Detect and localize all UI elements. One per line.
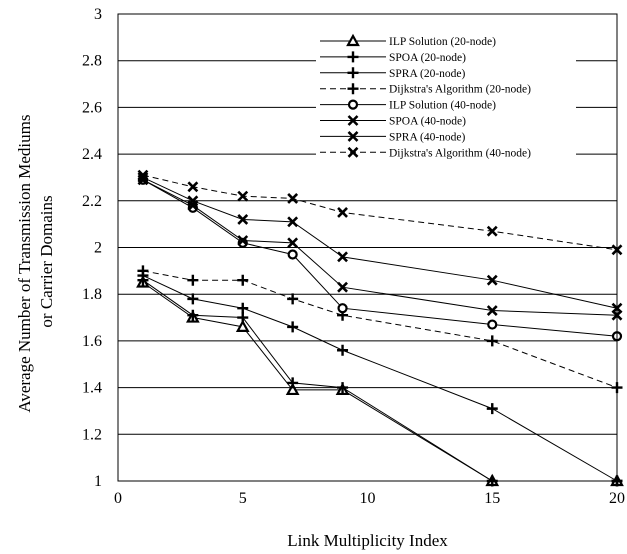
tick-labels: 1 1.2 1.4 1.6 1.8 2 2.2 2.4 2.6 2.8 3 0 5 10 15 20 — [82, 6, 625, 507]
data-point-3-1 — [187, 274, 199, 286]
data-point-1-3 — [287, 377, 299, 389]
series-7 — [137, 169, 623, 256]
y-tick-label: 1.4 — [82, 380, 102, 397]
legend-item-3: Dijkstra's Algorithm (20-node) — [320, 83, 531, 96]
data-point-1-4 — [337, 382, 349, 394]
data-point-7-1 — [187, 181, 199, 193]
legend-marker — [347, 51, 359, 63]
x-tick-label: 15 — [484, 490, 500, 507]
legend-item-4: ILP Solution (40-node) — [320, 99, 496, 112]
series-line-1 — [142, 279, 617, 482]
data-point-6-0 — [137, 172, 149, 183]
legend-marker — [347, 115, 359, 126]
y-tick-label: 1.6 — [82, 333, 102, 350]
data-point-4-4 — [337, 303, 348, 314]
y-tick-label: 3 — [94, 6, 102, 23]
legend-marker — [347, 99, 359, 110]
y-tick-label: 2.8 — [82, 53, 102, 70]
legend-item-7: Dijkstra's Algorithm (40-node) — [320, 146, 531, 159]
legend-marker — [347, 83, 359, 95]
y-tick-label: 2 — [94, 240, 102, 257]
series-1 — [137, 274, 623, 487]
legend-label: Dijkstra's Algorithm (40-node) — [389, 147, 531, 159]
y-tick-label: 1.2 — [82, 426, 102, 443]
y-tick-label: 1.8 — [82, 286, 102, 303]
data-point-2-4 — [337, 344, 349, 356]
legend-item-6: SPRA (40-node) — [320, 130, 466, 143]
data-point-2-2 — [237, 302, 249, 314]
y-tick-label: 2.6 — [82, 99, 102, 116]
data-point-6-3 — [287, 216, 299, 228]
legend-label: ILP Solution (40-node) — [389, 100, 496, 112]
legend-label: SPOA (40-node) — [389, 116, 466, 128]
plot-frame — [117, 13, 618, 482]
series-0 — [136, 275, 624, 487]
data-point-2-3 — [287, 321, 299, 333]
series-line-7 — [142, 174, 618, 251]
y-tick-label: 2.2 — [82, 193, 102, 210]
series-2 — [137, 270, 623, 487]
series-6 — [137, 172, 623, 314]
legend-label: SPRA (40-node) — [389, 131, 466, 143]
legend-label: Dijkstra's Algorithm (20-node) — [389, 84, 531, 96]
data-point-3-2 — [237, 274, 249, 286]
data-point-5-2 — [237, 235, 249, 246]
x-tick-label: 20 — [609, 490, 625, 507]
data-point-1-1 — [187, 309, 199, 321]
data-point-0-2 — [235, 319, 250, 332]
data-point-7-5 — [486, 225, 498, 237]
data-point-2-1 — [187, 293, 199, 305]
legend-marker — [346, 33, 360, 47]
legend-box — [316, 30, 576, 164]
data-point-6-5 — [486, 274, 498, 286]
y-tick-label: 1 — [94, 473, 102, 490]
data-point-0-3 — [285, 382, 300, 396]
data-point-1-2 — [237, 312, 249, 324]
y-axis-label: Average Number of Transmission Mediums o… — [15, 110, 56, 412]
legend-item-0: ILP Solution (20-node) — [320, 33, 496, 48]
x-tick-label: 0 — [114, 490, 122, 507]
y-axis-label-line-2: or Carrier Domains — [37, 195, 56, 327]
series-line-6 — [142, 176, 618, 309]
legend-marker — [347, 67, 359, 79]
legend-label: ILP Solution (20-node) — [389, 36, 496, 48]
legend-marker — [347, 146, 359, 158]
y-axis-label-line-1: Average Number of Transmission Mediums — [15, 115, 34, 413]
series-3 — [137, 265, 623, 394]
data-point-6-1 — [187, 195, 199, 207]
data-point-5-5 — [486, 305, 498, 316]
data-point-7-0 — [137, 169, 149, 181]
data-point-6-2 — [237, 214, 249, 225]
data-point-5-3 — [287, 237, 299, 249]
x-tick-label: 10 — [360, 490, 376, 507]
legend-marker — [347, 130, 359, 142]
series-5 — [137, 174, 623, 321]
legend-item-1: SPOA (20-node) — [320, 51, 466, 64]
data-point-3-0 — [137, 265, 149, 277]
legend-label: SPRA (20-node) — [389, 68, 466, 80]
y-tick-label: 2.4 — [82, 146, 102, 163]
data-point-3-3 — [287, 293, 299, 305]
data-point-7-2 — [237, 190, 249, 202]
data-point-4-5 — [487, 319, 498, 330]
data-point-6-4 — [337, 251, 348, 263]
data-point-4-3 — [287, 249, 298, 260]
data-point-5-4 — [337, 281, 348, 293]
data-point-7-3 — [287, 193, 299, 204]
data-point-2-5 — [486, 403, 498, 415]
legend-item-5: SPOA (40-node) — [320, 115, 466, 128]
x-tick-label: 5 — [239, 490, 247, 507]
data-point-7-4 — [337, 207, 348, 218]
legend-item-2: SPRA (20-node) — [320, 67, 466, 80]
legend: ILP Solution (20-node) SPOA (20-node) SPRA… — [316, 30, 576, 164]
series-layer — [136, 169, 624, 487]
legend-label: SPOA (20-node) — [389, 52, 466, 64]
x-axis-label: Link Multiplicity Index — [287, 531, 448, 550]
series-line-2 — [142, 275, 618, 482]
data-point-3-5 — [486, 335, 498, 347]
